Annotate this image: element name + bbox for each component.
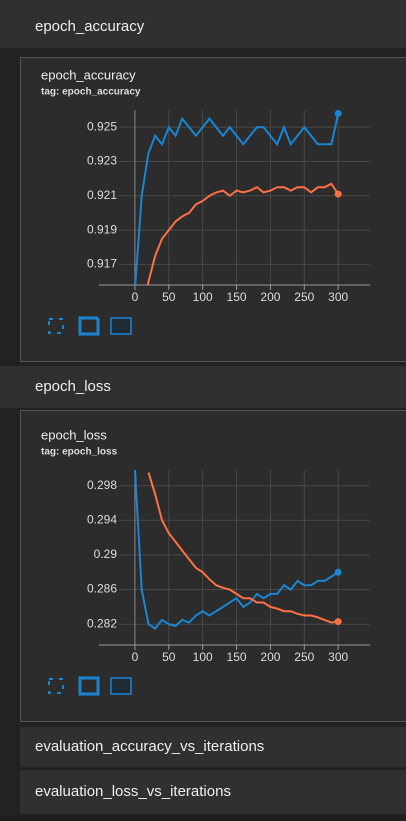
y-tick-label: 0.286: [87, 582, 117, 596]
y-tick-label: 0.919: [87, 222, 117, 236]
x-tick-label: 100: [193, 650, 213, 664]
end-point: [335, 110, 342, 117]
y-tick-label: 0.921: [87, 188, 117, 202]
x-tick-label: 200: [260, 290, 280, 304]
y-tick-label: 0.29: [94, 547, 118, 561]
x-tick-label: 150: [227, 650, 247, 664]
y-tick-label: 0.294: [87, 512, 117, 526]
x-tick-label: 250: [294, 290, 314, 304]
x-tick-label: 250: [294, 650, 314, 664]
section-title: evaluation_accuracy_vs_iterations: [35, 738, 264, 755]
chart-title: epoch_loss: [41, 427, 107, 442]
y-tick-label: 0.923: [87, 154, 117, 168]
end-point: [335, 618, 342, 625]
x-tick-label: 150: [227, 290, 247, 304]
x-tick-label: 100: [193, 290, 213, 304]
x-tick-label: 0: [132, 650, 139, 664]
y-tick-label: 0.282: [87, 616, 117, 630]
y-tick-label: 0.298: [87, 478, 117, 492]
section-title: epoch_loss: [35, 378, 111, 395]
y-tick-label: 0.925: [87, 119, 117, 133]
end-point: [335, 191, 342, 198]
x-tick-label: 200: [260, 650, 280, 664]
chart-subtitle: tag: epoch_loss: [41, 447, 118, 458]
x-tick-label: 50: [162, 650, 176, 664]
chart-subtitle: tag: epoch_accuracy: [41, 87, 141, 98]
x-tick-label: 0: [132, 290, 139, 304]
x-tick-label: 50: [162, 290, 176, 304]
card: [21, 58, 406, 362]
section-title: epoch_accuracy: [35, 18, 145, 35]
y-tick-label: 0.917: [87, 257, 117, 271]
fit-button[interactable]: [111, 318, 131, 334]
x-tick-label: 300: [328, 290, 348, 304]
x-tick-label: 300: [328, 650, 348, 664]
fit-button[interactable]: [111, 678, 131, 694]
chart-title: epoch_accuracy: [41, 67, 136, 82]
section-title: evaluation_loss_vs_iterations: [35, 783, 231, 800]
end-point: [335, 569, 342, 576]
